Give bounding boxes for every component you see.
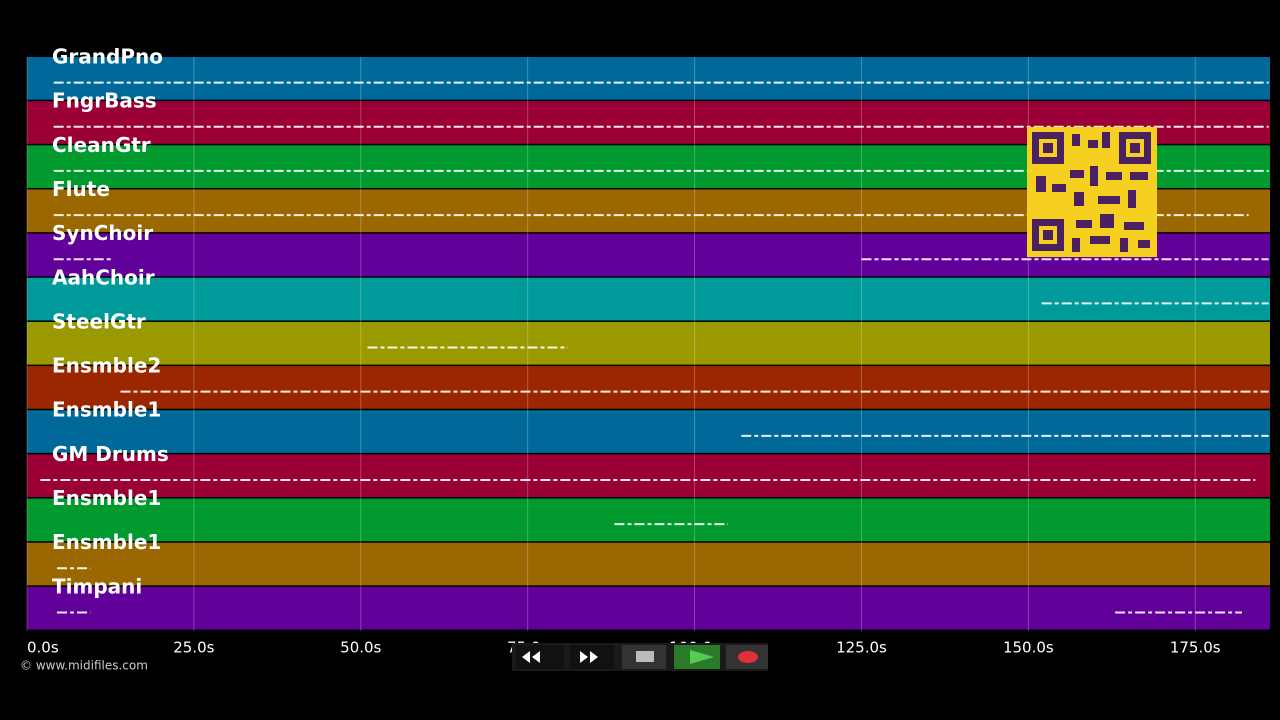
track-label: Flute	[52, 177, 110, 201]
track-row	[27, 454, 1270, 498]
qr-pattern	[1032, 132, 1151, 252]
track-row	[27, 410, 1270, 453]
track-label: AahChoir	[52, 265, 155, 289]
copyright: © www.midifiles.com	[20, 659, 148, 673]
transport-controls	[512, 643, 768, 671]
track-label: GrandPno	[52, 45, 163, 69]
track-label: Ensmble1	[52, 398, 161, 422]
track-label: SteelGtr	[52, 309, 146, 333]
track-label: SynChoir	[52, 221, 153, 245]
track-label: CleanGtr	[52, 133, 151, 157]
qr-code	[1027, 127, 1157, 257]
labels: GrandPno FngrBass CleanGtr Flute SynChoir Aah…	[52, 45, 169, 599]
track-label: FngrBass	[52, 89, 157, 113]
x-tick-label: 0.0s	[27, 639, 59, 657]
track-row	[27, 321, 1270, 365]
track-label: Ensmble1	[52, 530, 161, 554]
forward-button[interactable]	[570, 645, 614, 669]
track-row	[27, 366, 1270, 409]
track-label: Timpani	[52, 574, 142, 598]
track-row	[27, 586, 1270, 630]
track-row	[27, 277, 1270, 321]
x-tick-label: 150.0s	[1003, 639, 1054, 657]
record-button[interactable]	[726, 645, 768, 669]
play-button[interactable]	[674, 645, 720, 669]
track-row	[27, 542, 1270, 586]
rewind-button[interactable]	[516, 645, 564, 669]
track-label: Ensmble1	[52, 486, 161, 510]
x-tick-label: 125.0s	[836, 639, 887, 657]
track-label: Ensmble2	[52, 354, 161, 378]
stop-button[interactable]	[622, 645, 666, 669]
track-row	[27, 498, 1270, 542]
x-tick-label: 175.0s	[1170, 639, 1221, 657]
x-tick-label: 50.0s	[340, 639, 381, 657]
x-tick-label: 25.0s	[173, 639, 214, 657]
track-row	[27, 57, 1270, 100]
track-label: GM Drums	[52, 442, 169, 466]
